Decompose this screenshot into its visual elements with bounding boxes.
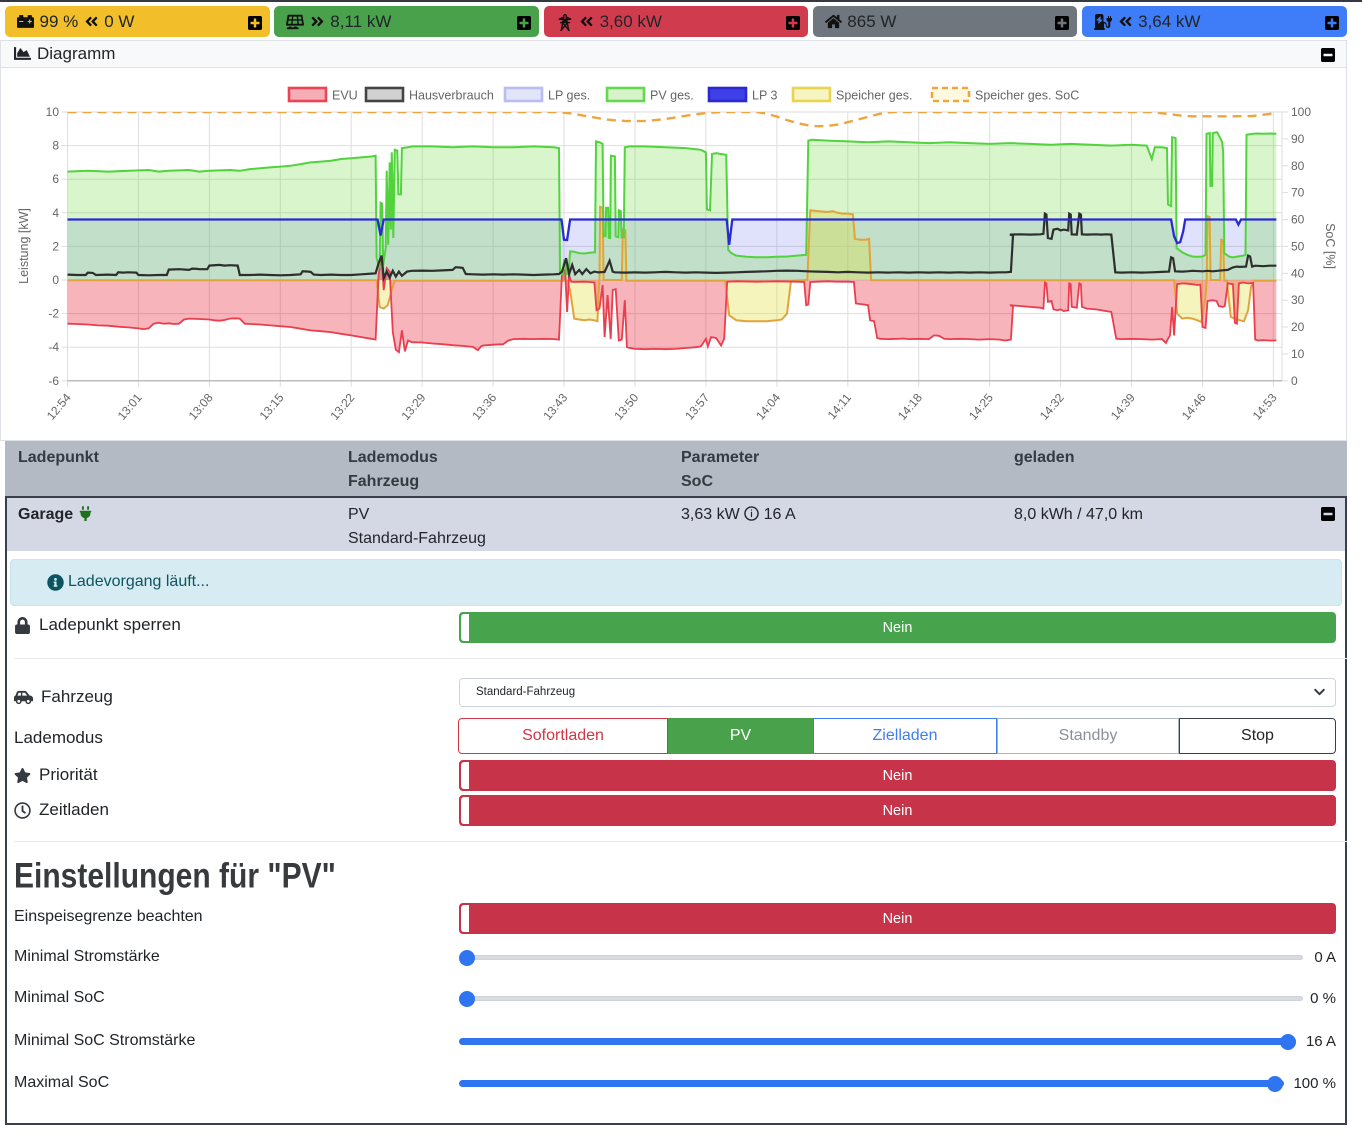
svg-text:LP ges.: LP ges.: [548, 89, 590, 103]
svg-text:Speicher ges. SoC: Speicher ges. SoC: [975, 89, 1079, 103]
svg-text:30: 30: [1291, 293, 1305, 307]
svg-text:14:46: 14:46: [1179, 390, 1209, 422]
svg-text:-4: -4: [48, 340, 59, 354]
svg-text:10: 10: [1291, 347, 1305, 361]
svg-text:100: 100: [1291, 105, 1311, 119]
svg-text:EVU: EVU: [332, 89, 358, 103]
svg-text:0: 0: [1291, 374, 1298, 388]
svg-text:4: 4: [52, 206, 59, 220]
svg-text:14:04: 14:04: [753, 390, 783, 422]
svg-text:-2: -2: [48, 307, 59, 321]
svg-text:13:15: 13:15: [257, 390, 287, 422]
svg-text:90: 90: [1291, 132, 1305, 146]
svg-text:14:11: 14:11: [825, 390, 855, 422]
svg-text:2: 2: [52, 239, 59, 253]
svg-text:LP 3: LP 3: [752, 89, 778, 103]
svg-text:Hausverbrauch: Hausverbrauch: [409, 89, 494, 103]
svg-text:50: 50: [1291, 239, 1305, 253]
svg-text:40: 40: [1291, 266, 1305, 280]
svg-text:70: 70: [1291, 186, 1305, 200]
svg-text:6: 6: [52, 172, 59, 186]
svg-text:13:36: 13:36: [469, 390, 499, 422]
svg-text:13:22: 13:22: [327, 390, 357, 422]
svg-text:14:32: 14:32: [1037, 390, 1067, 422]
svg-text:10: 10: [46, 105, 60, 119]
svg-text:Speicher ges.: Speicher ges.: [836, 89, 912, 103]
svg-text:20: 20: [1291, 320, 1305, 334]
svg-text:-6: -6: [48, 374, 59, 388]
svg-text:14:53: 14:53: [1250, 390, 1280, 422]
svg-text:13:57: 13:57: [682, 390, 712, 422]
svg-text:14:25: 14:25: [966, 390, 996, 422]
svg-text:PV ges.: PV ges.: [650, 89, 694, 103]
svg-text:13:08: 13:08: [186, 390, 216, 422]
svg-text:12:54: 12:54: [44, 390, 74, 422]
svg-text:13:43: 13:43: [540, 390, 570, 422]
svg-text:13:29: 13:29: [398, 390, 428, 422]
svg-text:80: 80: [1291, 159, 1305, 173]
svg-text:Leistung [kW]: Leistung [kW]: [17, 208, 31, 284]
svg-text:8: 8: [52, 139, 59, 153]
svg-text:14:39: 14:39: [1108, 390, 1138, 422]
svg-text:SoC [%]: SoC [%]: [1323, 223, 1337, 269]
svg-text:14:18: 14:18: [895, 390, 925, 422]
svg-text:13:01: 13:01: [115, 390, 145, 422]
svg-text:60: 60: [1291, 213, 1305, 227]
svg-text:0: 0: [52, 273, 59, 287]
svg-text:13:50: 13:50: [611, 390, 641, 422]
